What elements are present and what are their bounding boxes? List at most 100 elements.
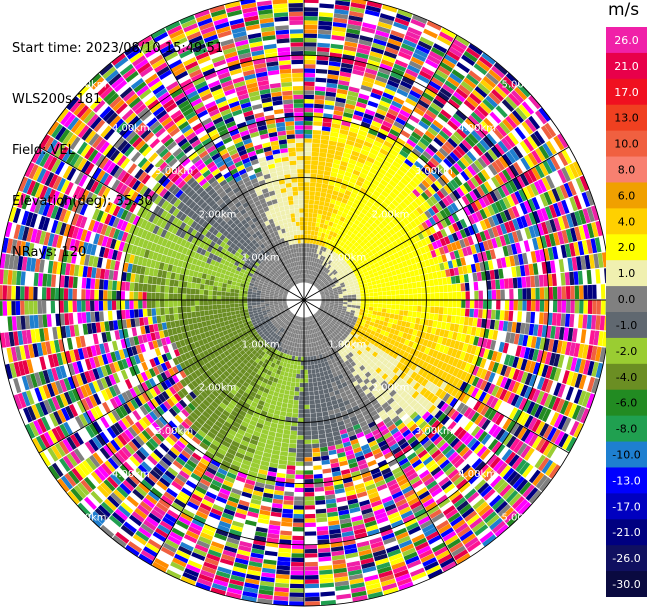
velocity-gate bbox=[491, 161, 502, 174]
velocity-gate bbox=[367, 459, 377, 467]
velocity-gate bbox=[358, 93, 370, 101]
velocity-gate bbox=[457, 526, 471, 538]
velocity-gate bbox=[576, 406, 586, 422]
velocity-gate bbox=[381, 391, 389, 399]
velocity-gate bbox=[415, 417, 425, 427]
velocity-gate bbox=[425, 372, 433, 381]
velocity-gate bbox=[396, 204, 405, 212]
velocity-gate bbox=[504, 135, 516, 148]
velocity-gate bbox=[450, 42, 465, 54]
velocity-gate bbox=[382, 54, 396, 63]
velocity-gate bbox=[483, 117, 495, 130]
velocity-gate bbox=[459, 529, 474, 542]
velocity-gate bbox=[349, 154, 359, 161]
velocity-gate bbox=[320, 303, 326, 306]
velocity-gate bbox=[440, 415, 450, 426]
velocity-gate bbox=[304, 90, 315, 95]
velocity-gate bbox=[320, 324, 325, 330]
velocity-gate bbox=[403, 489, 416, 499]
velocity-gate bbox=[159, 442, 170, 453]
velocity-gate bbox=[331, 123, 341, 129]
velocity-gate bbox=[376, 395, 384, 403]
velocity-gate bbox=[373, 323, 379, 328]
velocity-gate bbox=[451, 232, 459, 242]
velocity-gate bbox=[289, 592, 304, 597]
velocity-gate bbox=[304, 234, 308, 239]
velocity-gate bbox=[310, 257, 313, 262]
velocity-gate bbox=[320, 330, 324, 335]
velocity-gate bbox=[383, 341, 390, 348]
velocity-gate bbox=[340, 62, 354, 69]
velocity-gate bbox=[353, 184, 361, 191]
velocity-gate bbox=[426, 251, 433, 259]
velocity-gate bbox=[321, 301, 326, 304]
velocity-gate bbox=[523, 200, 532, 213]
velocity-gate bbox=[389, 313, 395, 319]
velocity-gate bbox=[335, 274, 341, 279]
velocity-gate bbox=[304, 33, 317, 38]
velocity-gate bbox=[524, 323, 530, 335]
velocity-gate bbox=[316, 517, 328, 523]
velocity-gate bbox=[439, 262, 445, 271]
velocity-gate bbox=[570, 372, 579, 387]
velocity-gate bbox=[359, 358, 366, 365]
velocity-gate bbox=[341, 335, 347, 340]
velocity-gate bbox=[297, 431, 304, 436]
velocity-gate bbox=[371, 222, 378, 229]
velocity-gate bbox=[392, 188, 400, 196]
velocity-gate bbox=[532, 362, 541, 375]
velocity-gate bbox=[335, 0, 351, 2]
velocity-gate bbox=[367, 59, 381, 67]
velocity-gate bbox=[314, 195, 320, 201]
velocity-gate bbox=[521, 121, 534, 135]
velocity-gate bbox=[427, 173, 437, 183]
velocity-gate bbox=[317, 42, 330, 48]
velocity-gate bbox=[310, 417, 317, 422]
velocity-gate bbox=[456, 500, 469, 512]
velocity-gate bbox=[375, 360, 382, 367]
velocity-gate bbox=[350, 331, 356, 336]
velocity-gate bbox=[403, 186, 412, 195]
velocity-gate bbox=[487, 290, 492, 300]
velocity-gate bbox=[408, 340, 414, 348]
velocity-gate bbox=[318, 241, 323, 246]
velocity-gate bbox=[313, 208, 318, 214]
velocity-gate bbox=[323, 273, 328, 278]
velocity-gate bbox=[316, 311, 321, 316]
velocity-gate bbox=[463, 383, 472, 394]
velocity-gate bbox=[382, 295, 387, 300]
velocity-gate bbox=[567, 181, 577, 196]
velocity-gate bbox=[435, 300, 440, 307]
velocity-gate bbox=[462, 325, 468, 334]
velocity-gate bbox=[548, 287, 553, 300]
velocity-gate bbox=[304, 374, 309, 379]
velocity-gate bbox=[294, 356, 299, 361]
velocity-gate bbox=[577, 241, 585, 256]
velocity-gate bbox=[322, 384, 328, 390]
velocity-gate bbox=[406, 369, 414, 377]
velocity-gate bbox=[330, 322, 335, 327]
velocity-gate bbox=[310, 266, 313, 271]
velocity-gate bbox=[378, 243, 385, 250]
velocity-gate bbox=[436, 400, 446, 410]
velocity-gate bbox=[538, 312, 544, 325]
velocity-gate bbox=[338, 293, 343, 297]
velocity-gate bbox=[431, 407, 440, 417]
velocity-gate bbox=[502, 487, 515, 500]
velocity-gate bbox=[442, 83, 455, 95]
velocity-gate bbox=[440, 402, 449, 413]
velocity-gate bbox=[429, 123, 441, 133]
velocity-gate bbox=[319, 152, 327, 158]
velocity-gate bbox=[439, 61, 453, 73]
velocity-gate bbox=[344, 315, 349, 320]
velocity-gate bbox=[361, 26, 376, 34]
velocity-gate bbox=[570, 212, 578, 227]
velocity-gate bbox=[526, 135, 538, 150]
velocity-gate bbox=[507, 321, 513, 332]
velocity-gate bbox=[373, 296, 379, 300]
velocity-gate bbox=[316, 284, 320, 289]
velocity-gate bbox=[365, 228, 372, 235]
velocity-gate bbox=[293, 364, 298, 370]
velocity-gate bbox=[438, 130, 450, 141]
velocity-gate bbox=[333, 291, 338, 294]
